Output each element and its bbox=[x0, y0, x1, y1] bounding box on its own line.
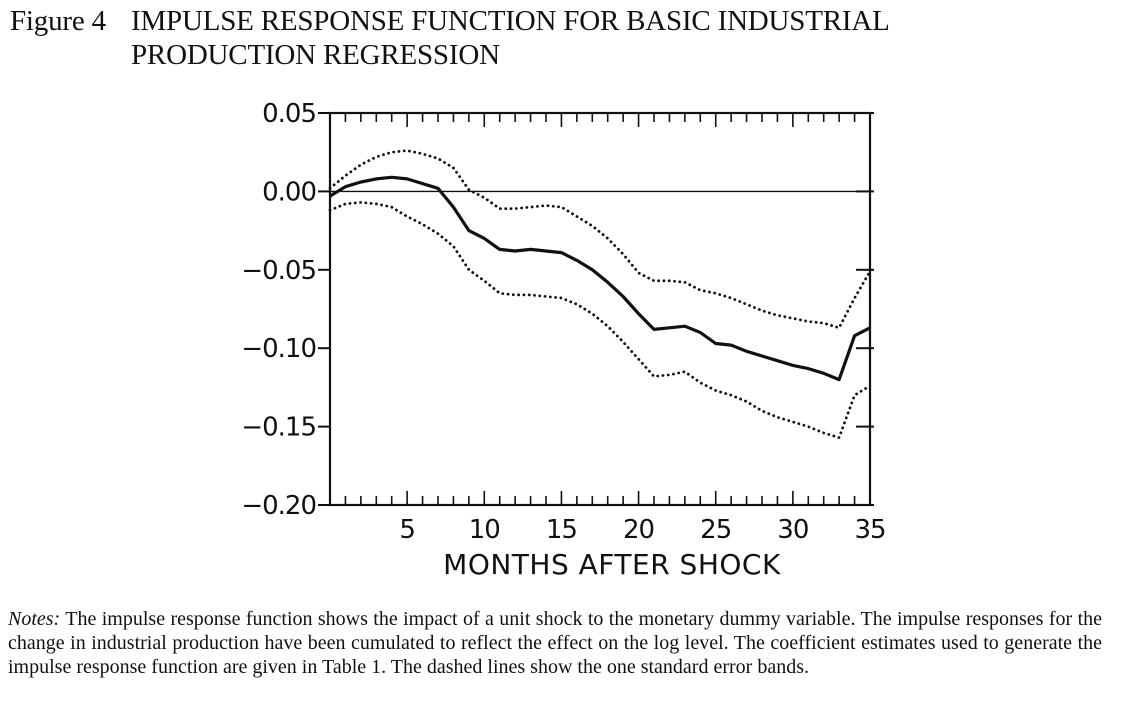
y-tick-label: −0.20 bbox=[241, 491, 316, 521]
x-tick-label: 20 bbox=[623, 515, 654, 545]
figure-title-line1: IMPULSE RESPONSE FUNCTION FOR BASIC INDU… bbox=[131, 5, 890, 37]
x-tick-label: 15 bbox=[546, 515, 577, 545]
x-tick-label: 5 bbox=[399, 515, 415, 545]
impulse-response-chart: 0.05 0.00 −0.05 −0.10 −0.15 −0.20 5 10 15 20 25 30 3… bbox=[241, 99, 886, 581]
plot-frame bbox=[328, 111, 872, 507]
y-tick-label: −0.05 bbox=[241, 256, 316, 286]
y-tick-label: 0.05 bbox=[262, 99, 316, 129]
upper-error-band-line bbox=[328, 149, 872, 330]
y-tick-label: 0.00 bbox=[262, 177, 316, 207]
y-tick-label: −0.10 bbox=[241, 334, 316, 364]
x-tick-label: 30 bbox=[777, 515, 808, 545]
figure-title-line2: PRODUCTION REGRESSION bbox=[131, 39, 500, 71]
notes-lead: Notes: bbox=[8, 608, 61, 630]
impulse-response-line bbox=[329, 175, 871, 382]
x-tick-label: 10 bbox=[469, 515, 500, 545]
y-tick-label: −0.15 bbox=[241, 413, 316, 443]
figure-title: Figure 4 IMPULSE RESPONSE FUNCTION FOR BA… bbox=[10, 4, 1120, 72]
figure-label: Figure 4 bbox=[10, 5, 106, 37]
notes-text: The impulse response function shows the … bbox=[8, 608, 1103, 678]
x-axis-label: MONTHS AFTER SHOCK bbox=[443, 548, 781, 581]
lower-error-band-line bbox=[328, 200, 872, 440]
figure-notes: Notes: The impulse response function sho… bbox=[8, 607, 1102, 679]
x-tick-label: 25 bbox=[700, 515, 731, 545]
x-tick-label: 35 bbox=[854, 515, 885, 545]
